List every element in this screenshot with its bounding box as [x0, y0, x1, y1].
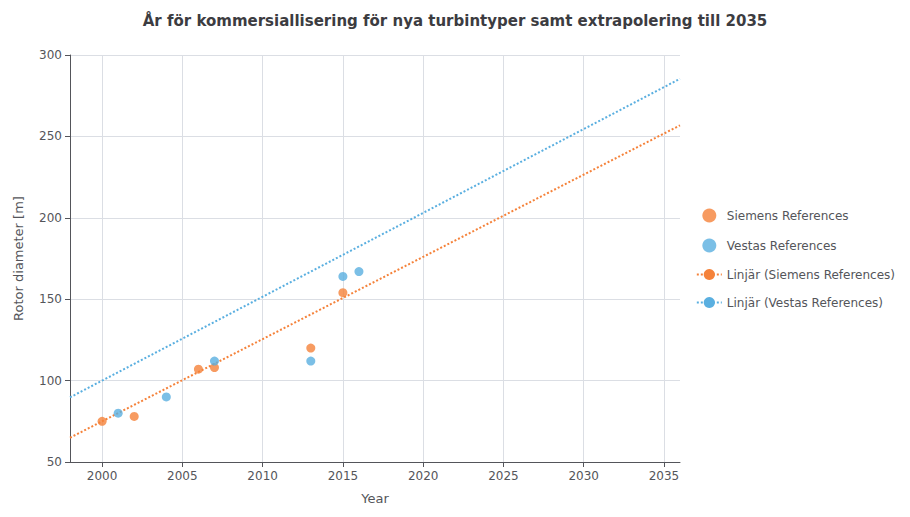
svg-text:Siemens References: Siemens References	[727, 209, 849, 223]
svg-text:2015: 2015	[328, 469, 359, 483]
svg-text:År för kommersiallisering för: År för kommersiallisering för nya turbin…	[143, 11, 768, 30]
svg-text:2035: 2035	[649, 469, 680, 483]
svg-text:150: 150	[39, 292, 62, 306]
svg-text:2020: 2020	[408, 469, 439, 483]
svg-text:Linjär (Siemens References): Linjär (Siemens References)	[727, 268, 895, 282]
svg-text:2005: 2005	[167, 469, 198, 483]
svg-text:2025: 2025	[488, 469, 519, 483]
svg-text:Linjär (Vestas References): Linjär (Vestas References)	[727, 296, 883, 310]
svg-text:Year: Year	[360, 491, 389, 506]
svg-text:250: 250	[39, 129, 62, 143]
svg-text:Vestas References: Vestas References	[727, 239, 837, 253]
svg-text:50: 50	[47, 455, 62, 469]
svg-text:100: 100	[39, 374, 62, 388]
svg-text:2010: 2010	[247, 469, 278, 483]
svg-text:Rotor diameter [m]: Rotor diameter [m]	[11, 196, 26, 321]
svg-text:300: 300	[39, 48, 62, 62]
svg-text:2000: 2000	[87, 469, 118, 483]
svg-text:2030: 2030	[568, 469, 599, 483]
svg-text:200: 200	[39, 211, 62, 225]
